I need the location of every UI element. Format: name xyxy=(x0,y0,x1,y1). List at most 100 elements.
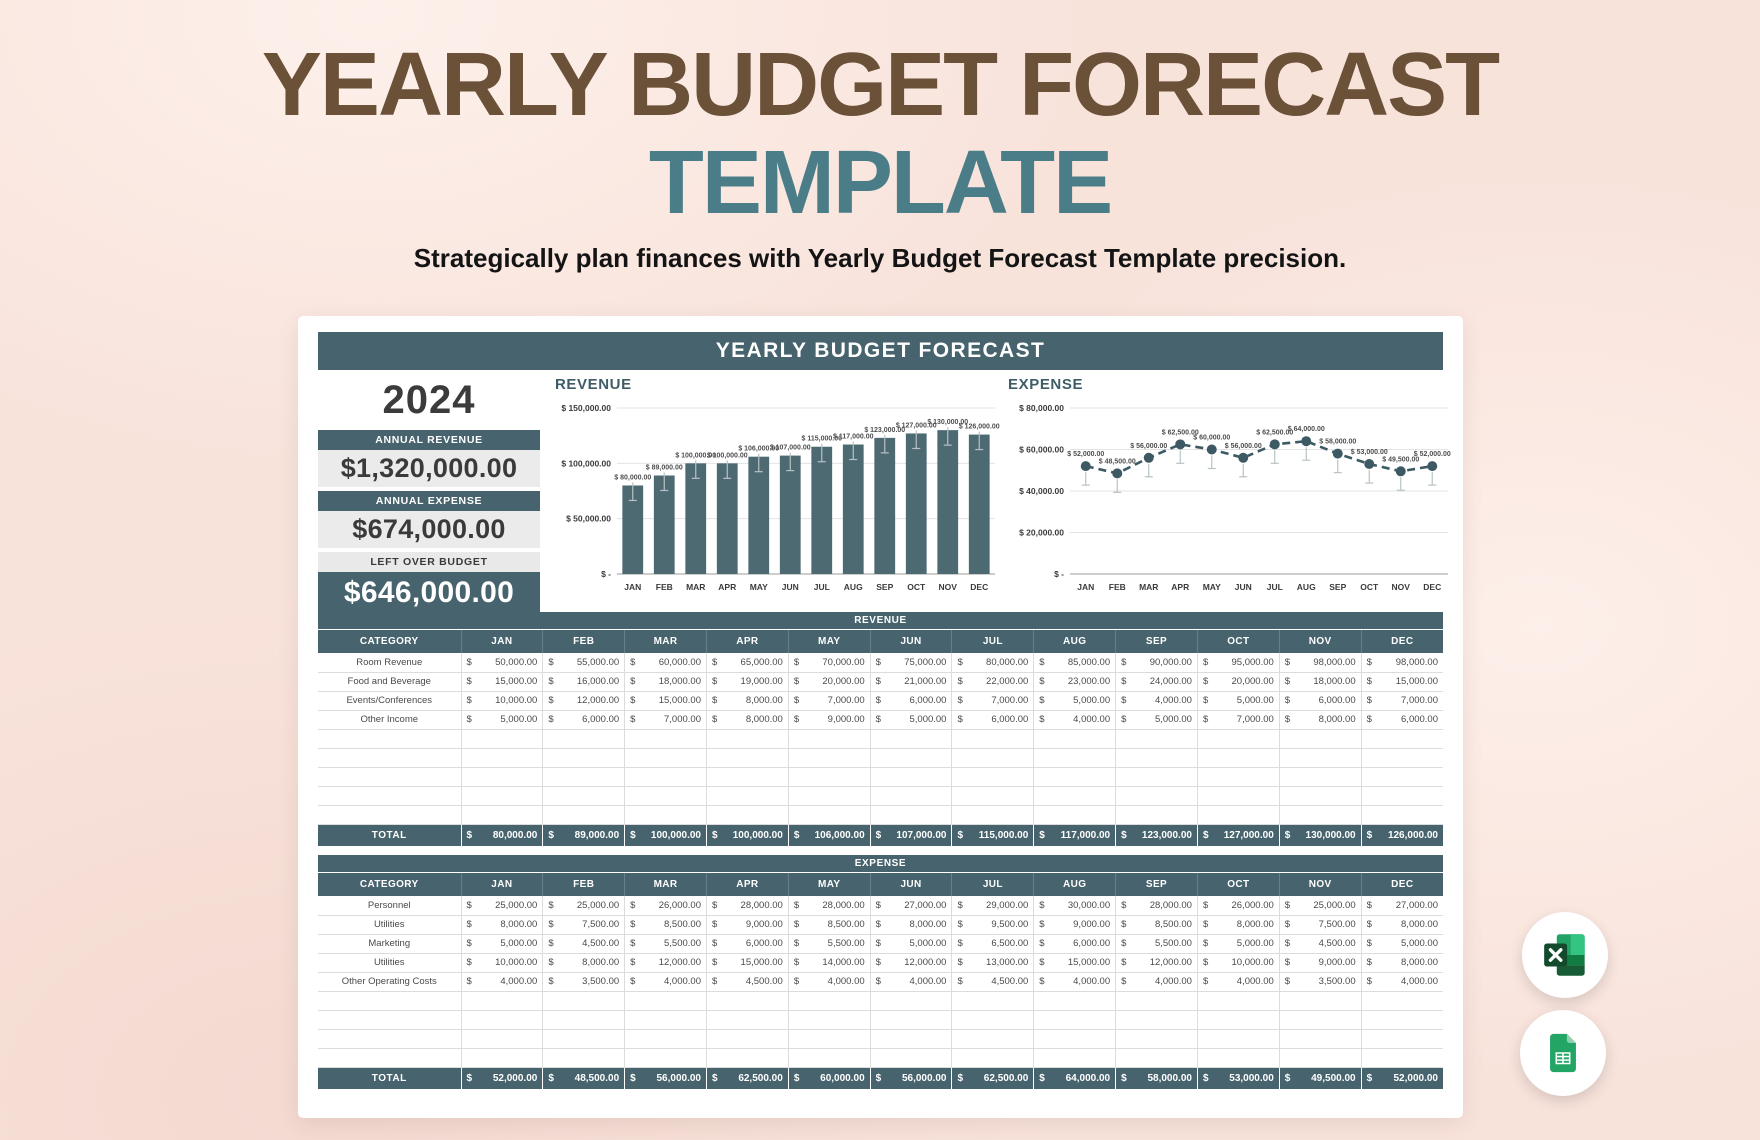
currency-symbol: $ xyxy=(711,919,718,930)
empty-cell xyxy=(542,1010,625,1030)
amount: 55,000.00 xyxy=(576,656,620,668)
value-cell: $5,500.00 xyxy=(624,934,707,954)
point-label: $ 56,000.00 xyxy=(1130,443,1167,450)
amount: 53,000.00 xyxy=(1229,1072,1274,1084)
point-label: $ 62,500.00 xyxy=(1256,429,1293,436)
currency-symbol: $ xyxy=(793,676,800,687)
empty-cell xyxy=(1033,748,1116,768)
value-cell: $7,500.00 xyxy=(1278,915,1362,935)
empty-cell xyxy=(1278,1010,1362,1030)
currency-symbol: $ xyxy=(466,976,472,987)
amount: 52,000.00 xyxy=(492,1072,538,1084)
empty-cell xyxy=(318,1048,461,1068)
amount: 8,000.00 xyxy=(745,714,783,725)
value-cell: $7,000.00 xyxy=(787,691,871,711)
amount: 5,500.00 xyxy=(1154,938,1192,949)
amount: 7,000.00 xyxy=(1236,714,1274,725)
currency-symbol: $ xyxy=(957,1072,964,1084)
amount: 58,000.00 xyxy=(1147,1072,1192,1084)
empty-cell xyxy=(787,786,871,806)
empty-cell xyxy=(318,748,461,768)
empty-cell xyxy=(1115,991,1198,1011)
month-column-header: FEB xyxy=(542,630,625,653)
expense-line xyxy=(1085,439,1433,475)
stat-annual-expense: ANNUAL EXPENSE $674,000.00 xyxy=(318,491,540,548)
currency-symbol: $ xyxy=(1121,714,1127,725)
bar-label: $ 123,000.00 xyxy=(864,427,905,434)
bar-label: $ 130,000.00 xyxy=(927,419,968,426)
currency-symbol: $ xyxy=(1121,976,1127,987)
month-column-header: OCT xyxy=(1196,873,1280,896)
value-cell: $5,000.00 xyxy=(1360,934,1443,954)
amount: 13,000.00 xyxy=(986,957,1029,968)
currency-symbol: $ xyxy=(957,676,963,687)
currency-symbol: $ xyxy=(548,656,554,668)
currency-symbol: $ xyxy=(1121,957,1127,968)
empty-cell xyxy=(1196,748,1280,768)
section-title-bar: EXPENSE xyxy=(318,855,1443,872)
currency-symbol: $ xyxy=(875,656,881,668)
amount: 90,000.00 xyxy=(1149,656,1192,668)
currency-symbol: $ xyxy=(1284,695,1291,706)
total-value-cell: $62,500.00 xyxy=(705,1067,789,1089)
value-cell: $30,000.00 xyxy=(1033,896,1116,916)
value-cell: $8,500.00 xyxy=(787,915,871,935)
amount: 8,500.00 xyxy=(664,919,701,930)
currency-symbol: $ xyxy=(1366,976,1372,987)
currency-symbol: $ xyxy=(1039,1072,1045,1084)
month-column-header: SEP xyxy=(1115,873,1198,896)
total-value-cell: $80,000.00 xyxy=(460,824,543,846)
bar-label: $ 100,000.00 xyxy=(707,452,748,459)
value-cell: $4,000.00 xyxy=(869,972,952,992)
value-cell: $4,500.00 xyxy=(951,972,1034,992)
bar-label: $ 126,000.00 xyxy=(959,424,1000,431)
currency-symbol: $ xyxy=(1121,938,1127,949)
amount: 15,000.00 xyxy=(740,957,783,968)
value-cell: $7,000.00 xyxy=(951,691,1034,711)
amount: 15,000.00 xyxy=(495,676,538,687)
point-feb xyxy=(1112,468,1123,479)
empty-cell xyxy=(1360,1010,1443,1030)
amount: 127,000.00 xyxy=(1223,829,1274,841)
currency-symbol: $ xyxy=(1366,1072,1373,1084)
empty-cell xyxy=(869,729,952,749)
value-cell: $5,000.00 xyxy=(869,934,952,954)
amount: 3,500.00 xyxy=(1318,976,1356,987)
point-label: $ 52,000.00 xyxy=(1414,451,1451,458)
y-axis-tick: $ 100,000.00 xyxy=(561,458,611,468)
month-column-header: JAN xyxy=(460,630,543,653)
currency-symbol: $ xyxy=(630,829,636,841)
empty-cell xyxy=(542,786,625,806)
amount: 60,000.00 xyxy=(820,1072,865,1084)
currency-symbol: $ xyxy=(1284,1072,1291,1084)
total-value-cell: $56,000.00 xyxy=(624,1067,707,1089)
empty-cell xyxy=(1033,1048,1116,1068)
excel-badge[interactable] xyxy=(1522,912,1608,998)
empty-row xyxy=(318,1029,1443,1049)
google-sheets-badge[interactable] xyxy=(1520,1010,1606,1096)
currency-symbol: $ xyxy=(1284,938,1291,949)
empty-cell xyxy=(624,767,707,787)
currency-symbol: $ xyxy=(630,1072,636,1084)
empty-cell xyxy=(624,805,707,825)
amount: 24,000.00 xyxy=(1149,676,1192,687)
value-cell: $24,000.00 xyxy=(1115,672,1198,692)
amount: 6,000.00 xyxy=(991,714,1029,725)
value-cell: $8,500.00 xyxy=(1115,915,1198,935)
empty-cell xyxy=(1196,1029,1280,1049)
amount: 60,000.00 xyxy=(658,656,701,668)
value-cell: $3,500.00 xyxy=(542,972,625,992)
empty-cell xyxy=(705,805,789,825)
empty-cell xyxy=(460,729,543,749)
table-row: Marketing $5,000.00 $4,500.00 $5,500.00 $6,0… xyxy=(318,934,1443,954)
currency-symbol: $ xyxy=(793,714,800,725)
bar-oct xyxy=(905,433,927,574)
empty-cell xyxy=(624,748,707,768)
point-label: $ 53,000.00 xyxy=(1351,449,1388,456)
currency-symbol: $ xyxy=(875,695,881,706)
currency-symbol: $ xyxy=(957,919,963,930)
total-value-cell: $53,000.00 xyxy=(1196,1067,1280,1089)
x-axis-tick: JUN xyxy=(782,582,799,592)
stat-left-over-budget: LEFT OVER BUDGET $646,000.00 xyxy=(318,552,540,614)
empty-cell xyxy=(460,805,543,825)
